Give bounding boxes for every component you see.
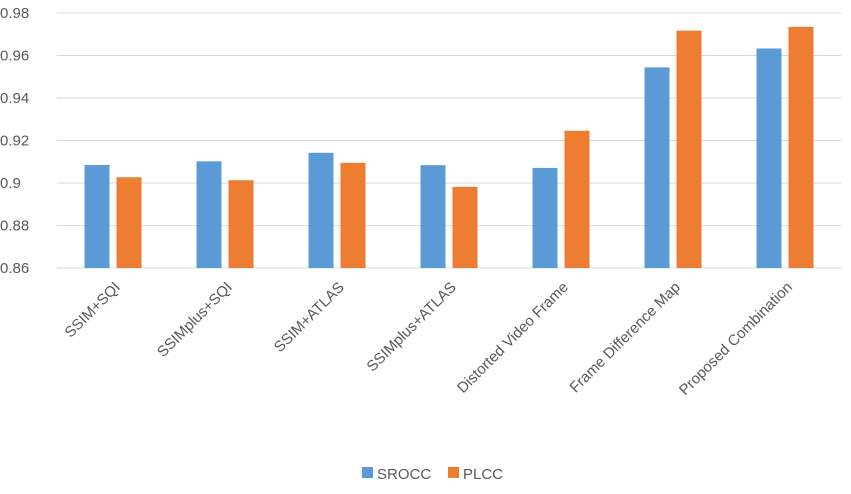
gridlines xyxy=(57,12,841,269)
bar-srocc-3 xyxy=(420,165,446,268)
legend-label-srocc: SROCC xyxy=(377,466,431,483)
legend-swatch-plcc xyxy=(448,467,459,478)
y-tick-label: 0.98 xyxy=(0,5,29,22)
legend-swatch-srocc xyxy=(362,467,373,478)
bar-plcc-2 xyxy=(340,162,366,268)
bar-srocc-6 xyxy=(756,48,782,268)
bar-plcc-4 xyxy=(564,130,590,268)
x-category-label: SSIM+SQI xyxy=(61,279,123,341)
bar-srocc-0 xyxy=(84,164,110,268)
bar-srocc-5 xyxy=(644,67,670,269)
y-tick-label: 0.96 xyxy=(0,48,29,65)
x-category-label: Frame Difference Map xyxy=(566,279,683,396)
x-category-label: SSIM+ATLAS xyxy=(271,279,348,356)
bar-plcc-3 xyxy=(452,186,478,268)
bar-srocc-2 xyxy=(308,152,334,268)
legend-label-plcc: PLCC xyxy=(463,466,503,483)
y-tick-label: 0.88 xyxy=(0,218,29,235)
x-category-label: SSIMplus+ATLAS xyxy=(363,279,459,375)
y-tick-label: 0.86 xyxy=(0,260,29,277)
y-axis-tick-labels: 0.86 0.88 0.9 0.92 0.94 0.96 0.98 xyxy=(0,5,29,277)
x-category-label: Distorted Video Frame xyxy=(454,279,572,397)
bar-plcc-6 xyxy=(788,26,814,268)
x-axis-category-labels: SSIM+SQI SSIMplus+SQI SSIM+ATLAS SSIMplus+A… xyxy=(61,279,795,399)
bar-srocc-1 xyxy=(196,161,222,268)
bar-plcc-1 xyxy=(228,180,254,268)
y-tick-label: 0.94 xyxy=(0,90,29,107)
bar-srocc-4 xyxy=(532,167,558,268)
bar-plcc-5 xyxy=(676,30,702,269)
bars xyxy=(84,26,814,269)
bar-plcc-0 xyxy=(116,177,142,268)
y-tick-label: 0.9 xyxy=(0,175,21,192)
y-tick-label: 0.92 xyxy=(0,133,29,150)
x-category-label: SSIMplus+SQI xyxy=(154,279,236,361)
legend: SROCC PLCC xyxy=(362,466,503,483)
x-category-label: Proposed Combination xyxy=(676,279,796,399)
